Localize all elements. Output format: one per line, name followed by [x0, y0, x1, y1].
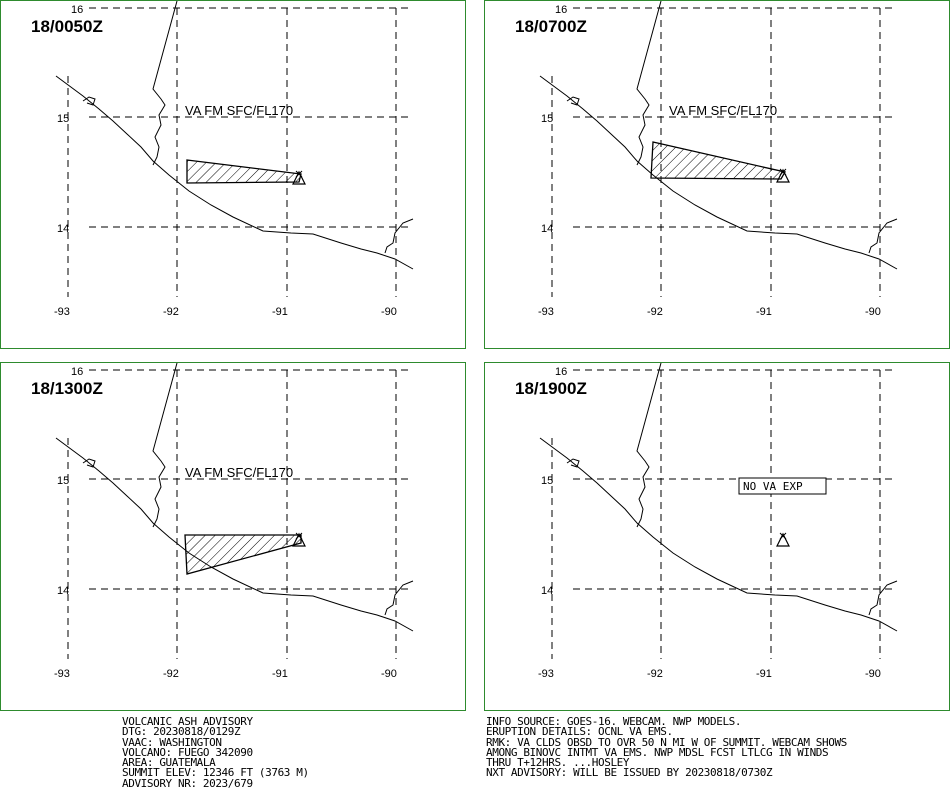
- no-va-expected-text: NO VA EXP: [743, 480, 803, 493]
- advisory-line: THRU T+12HRS. ...HOSLEY: [486, 756, 630, 770]
- lake-shore: [82, 458, 96, 468]
- map-panel: 16 15 14 -93 -92 -91 -90 NO VA EXP 18/19…: [484, 362, 950, 711]
- panel-time-title: 18/0700Z: [515, 17, 587, 36]
- country-border-east: [384, 218, 414, 254]
- lon-label: -93: [54, 668, 70, 680]
- lon-label: -91: [756, 306, 772, 318]
- volcano-symbol: [776, 532, 790, 547]
- advisory-line: ERUPTION DETAILS: OCNL VA EMS.: [486, 725, 673, 739]
- country-border: [636, 1, 662, 166]
- ash-cloud-polygon: [184, 534, 302, 575]
- volcano-symbol: [776, 168, 790, 183]
- coastline: [539, 75, 898, 270]
- map-canvas: 16 15 14 -93 -92 -91 -90 NO VA EXP: [538, 363, 898, 680]
- map-panel: 16 15 14 -93 -92 -91 -90 VA FM SFC/FL170…: [0, 0, 466, 349]
- lon-label: -90: [865, 668, 881, 680]
- advisory-header-block: VOLCANIC ASH ADVISORY DTG: 20230818/0129Z…: [122, 715, 309, 790]
- va-level-label: VA FM SFC/FL170: [185, 465, 293, 480]
- advisory-line: NXT ADVISORY: WILL BE ISSUED BY 20230818…: [486, 766, 773, 780]
- map-canvas: 16 15 14 -93 -92 -91 -90 VA FM SFC/FL170: [538, 1, 898, 318]
- advisory-line: VOLCANO: FUEGO 342090: [122, 745, 253, 759]
- panel-time-title: 18/0050Z: [31, 17, 103, 36]
- lat-label: 16: [555, 4, 567, 16]
- country-border: [152, 1, 178, 166]
- lon-label: -92: [647, 306, 663, 318]
- lat-label: 14: [57, 585, 69, 597]
- map-canvas: 16 15 14 -93 -92 -91 -90 VA FM SFC/FL170: [54, 363, 414, 680]
- panel-time-title: 18/1900Z: [515, 379, 587, 398]
- advisory-line: RMK: VA CLDS OBSD TO OVR 50 N MI W OF SU…: [486, 735, 847, 749]
- lon-label: -91: [272, 306, 288, 318]
- advisory-line: VAAC: WASHINGTON: [122, 735, 222, 749]
- country-border-east: [868, 218, 898, 254]
- coastline: [539, 437, 898, 632]
- lon-label: -92: [163, 306, 179, 318]
- volcano-symbol: [292, 170, 306, 185]
- coastline: [55, 75, 414, 270]
- lon-label: -91: [272, 668, 288, 680]
- lon-label: -92: [647, 668, 663, 680]
- advisory-line: VOLCANIC ASH ADVISORY: [122, 715, 253, 728]
- lat-label: 16: [71, 366, 83, 378]
- advisory-line: ADVISORY NR: 2023/679: [122, 776, 253, 790]
- map-canvas: 16 15 14 -93 -92 -91 -90 VA FM SFC/FL170: [54, 1, 414, 318]
- lat-label: 16: [555, 366, 567, 378]
- lon-label: -90: [381, 668, 397, 680]
- country-border: [636, 363, 662, 528]
- map-panel: 16 15 14 -93 -92 -91 -90 VA FM SFC/FL170…: [0, 362, 466, 711]
- lake-shore: [82, 96, 96, 106]
- lon-label: -90: [865, 306, 881, 318]
- va-level-label: VA FM SFC/FL170: [669, 103, 777, 118]
- lat-label: 16: [71, 4, 83, 16]
- volcano-symbol: [292, 532, 306, 547]
- panel-time-title: 18/1300Z: [31, 379, 103, 398]
- advisory-line: AREA: GUATEMALA: [122, 756, 216, 770]
- lat-label: 14: [541, 585, 553, 597]
- lat-label: 14: [57, 223, 69, 235]
- lat-label: 14: [541, 223, 553, 235]
- lat-label: 15: [57, 475, 69, 487]
- lon-label: -93: [538, 668, 554, 680]
- advisory-line: SUMMIT ELEV: 12346 FT (3763 M): [122, 766, 309, 780]
- country-border-east: [384, 580, 414, 616]
- no-va-expected-box: NO VA EXP: [738, 477, 827, 495]
- va-level-label: VA FM SFC/FL170: [185, 103, 293, 118]
- map-panel: 16 15 14 -93 -92 -91 -90 VA FM SFC/FL170…: [484, 0, 950, 349]
- ash-cloud-polygon: [650, 141, 786, 180]
- lat-label: 15: [541, 113, 553, 125]
- advisory-line: DTG: 20230818/0129Z: [122, 725, 241, 739]
- advisory-line: AMONG BINOVC INTMT VA EMS. NWP MDSL FCST…: [486, 745, 829, 759]
- country-border: [152, 363, 178, 528]
- lat-label: 15: [541, 475, 553, 487]
- lon-label: -93: [54, 306, 70, 318]
- advisory-line: INFO SOURCE: GOES-16. WEBCAM. NWP MODELS…: [486, 715, 742, 728]
- lake-shore: [566, 96, 580, 106]
- lon-label: -91: [756, 668, 772, 680]
- lon-label: -92: [163, 668, 179, 680]
- lat-label: 15: [57, 113, 69, 125]
- lake-shore: [566, 458, 580, 468]
- country-border-east: [868, 580, 898, 616]
- ash-cloud-polygon: [186, 159, 302, 184]
- lon-label: -90: [381, 306, 397, 318]
- lon-label: -93: [538, 306, 554, 318]
- advisory-remarks-block: INFO SOURCE: GOES-16. WEBCAM. NWP MODELS…: [486, 715, 847, 780]
